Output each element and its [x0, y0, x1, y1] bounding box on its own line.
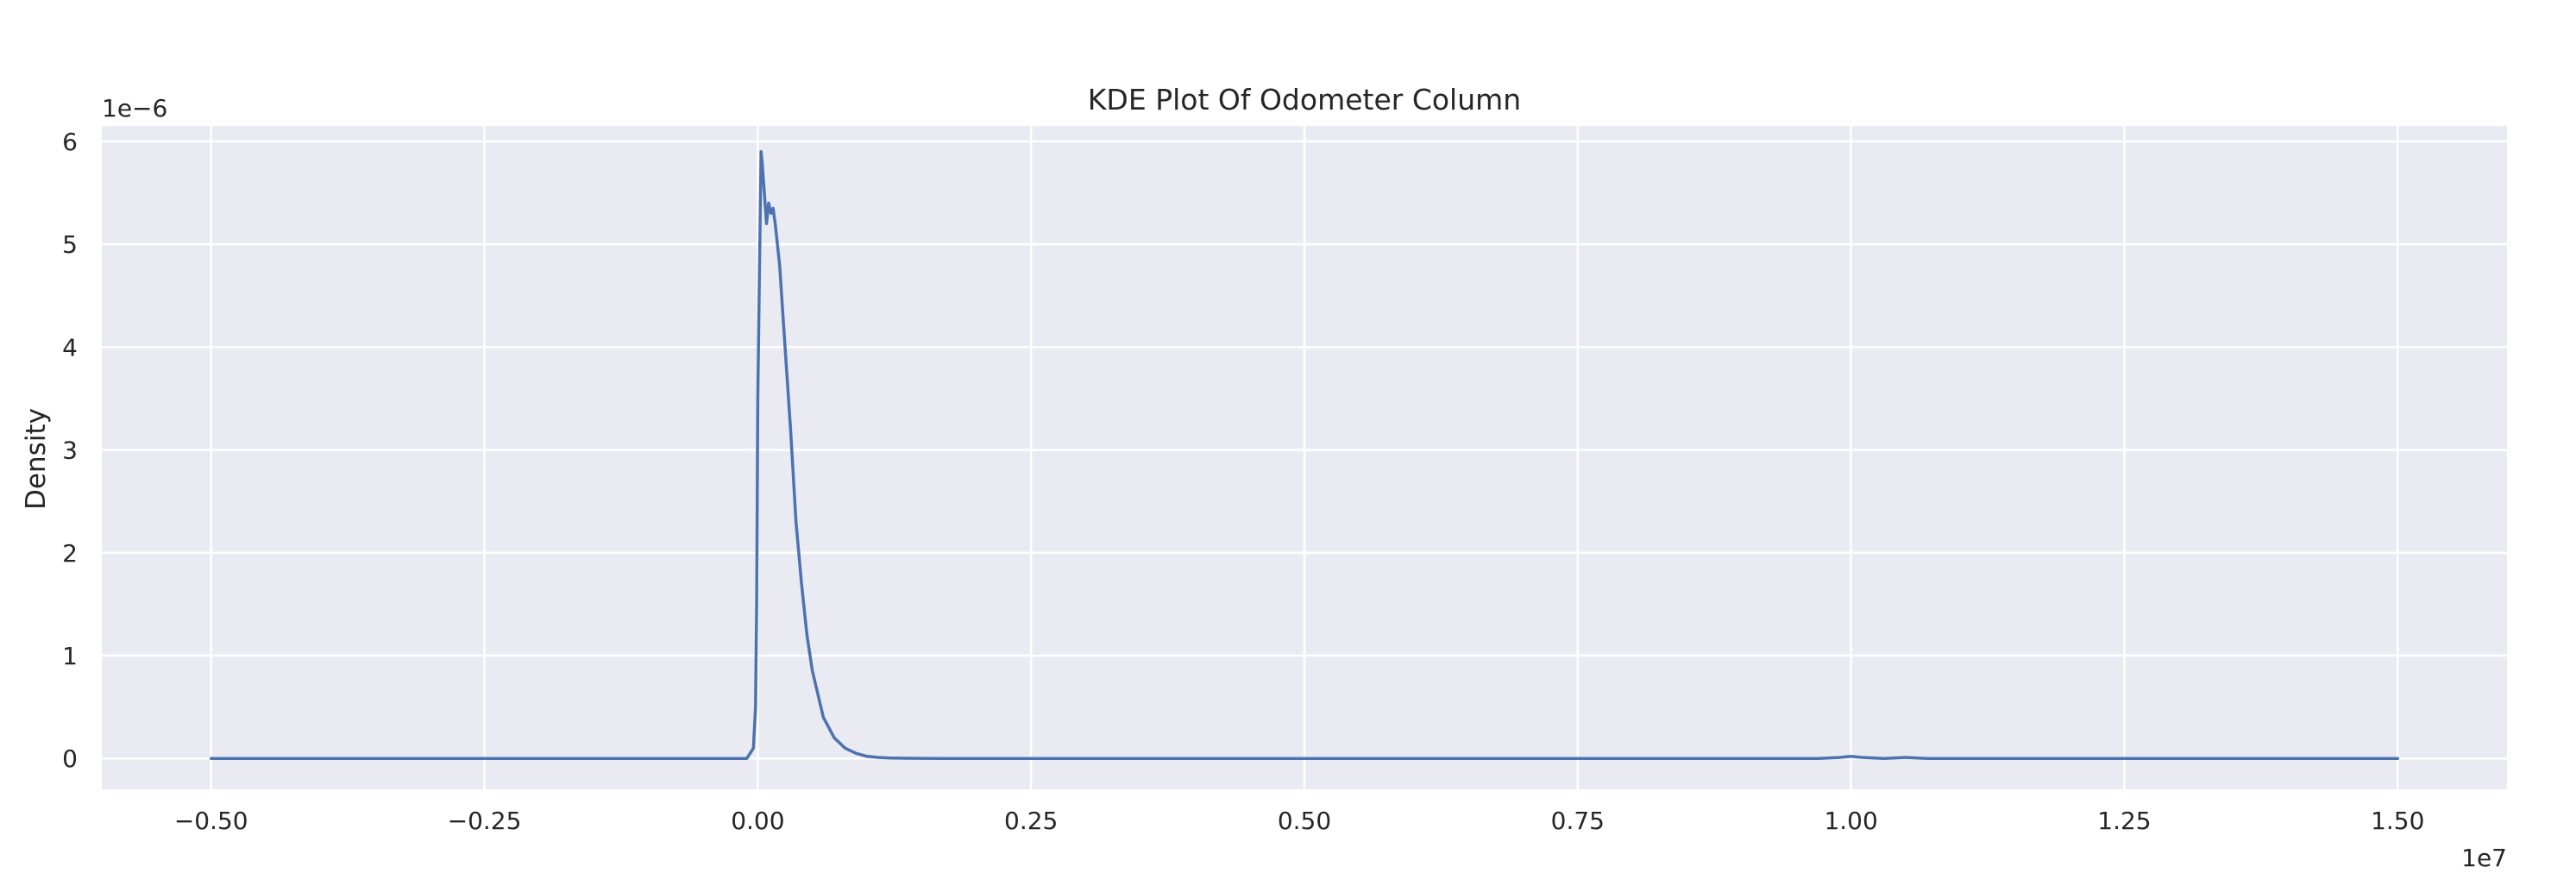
y-tick-label: 1	[62, 642, 78, 670]
y-tick-label: 0	[62, 744, 78, 773]
y-tick-label: 4	[62, 333, 78, 361]
y-offset-text: 1e−6	[102, 94, 167, 122]
y-tick-label: 2	[62, 539, 78, 568]
chart-title: KDE Plot Of Odometer Column	[1088, 83, 1521, 116]
y-tick-labels: 0 1 2 3 4 5 6	[62, 128, 78, 773]
x-tick-label: 0.50	[1278, 807, 1331, 835]
x-tick-label: 0.25	[1004, 807, 1058, 835]
x-tick-label: 0.00	[731, 807, 784, 835]
x-tick-label: −0.25	[448, 807, 522, 835]
x-tick-label: 1.25	[2097, 807, 2151, 835]
kde-line	[209, 150, 2400, 760]
x-tick-labels: −0.50 −0.25 0.00 0.25 0.50 0.75 1.00 1.25 1.50	[174, 807, 2425, 835]
y-tick-label: 5	[62, 230, 78, 259]
series-layer	[209, 150, 2400, 760]
x-tick-label: 1.00	[1824, 807, 1877, 835]
y-tick-label: 3	[62, 437, 78, 465]
y-axis-title: Density	[21, 408, 52, 510]
x-tick-label: 1.50	[2371, 807, 2424, 835]
x-tick-label: 0.75	[1551, 807, 1605, 835]
x-tick-label: −0.50	[174, 807, 248, 835]
y-tick-label: 6	[62, 128, 78, 156]
x-offset-text: 1e7	[2461, 844, 2507, 872]
